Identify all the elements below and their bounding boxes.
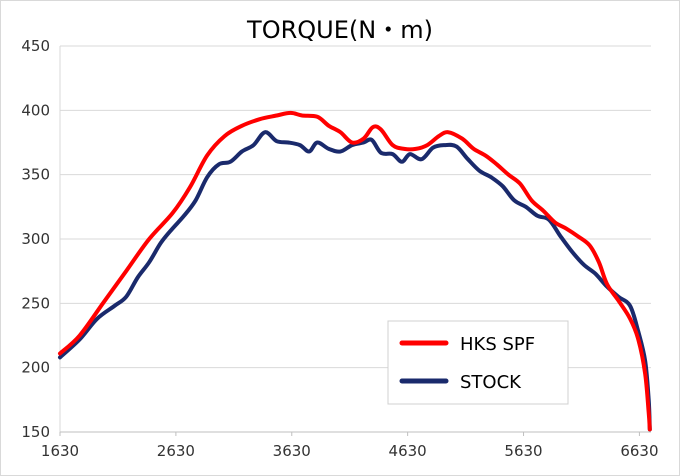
y-axis-ticks: 150 200 250 300 350 400 450: [21, 37, 50, 441]
y-tick-label: 350: [21, 166, 50, 184]
x-tick-label: 4630: [389, 442, 427, 460]
x-axis-ticks: 1630 2630 3630 4630 5630 6630: [41, 432, 659, 460]
legend: HKS SPF STOCK: [387, 320, 569, 405]
y-tick-label: 250: [21, 294, 50, 312]
x-tick-label: 6630: [620, 442, 658, 460]
x-tick-label: 3630: [273, 442, 311, 460]
chart-title: TORQUE(N・m): [247, 16, 433, 44]
y-tick-label: 450: [21, 37, 50, 55]
x-tick-label: 2630: [157, 442, 195, 460]
x-tick-label: 1630: [41, 442, 79, 460]
series-line-stock: [58, 130, 652, 432]
legend-label-stock: STOCK: [460, 372, 522, 393]
y-tick-label: 150: [21, 423, 50, 441]
series-layer: [58, 110, 652, 432]
legend-label-hks-spf: HKS SPF: [460, 334, 535, 355]
series-line-hks-spf: [58, 110, 652, 432]
gridlines: [59, 45, 651, 433]
y-tick-label: 200: [21, 359, 50, 377]
legend-box: [387, 320, 569, 405]
x-tick-label: 5630: [504, 442, 542, 460]
y-tick-label: 300: [21, 230, 50, 248]
y-tick-label: 400: [21, 101, 50, 119]
